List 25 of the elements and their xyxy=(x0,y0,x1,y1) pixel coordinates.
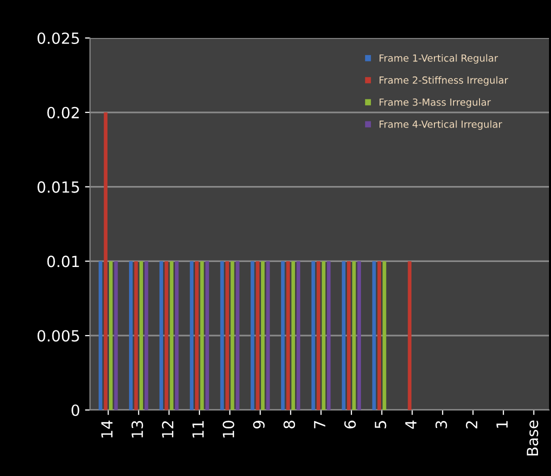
x-tick-label: 8 xyxy=(284,420,296,428)
x-tick-label: 12 xyxy=(162,421,174,438)
legend-label: Frame 2-Stiffness Irregular xyxy=(380,76,508,86)
x-tick-label: 2 xyxy=(466,421,478,428)
x-tick-label: 13 xyxy=(132,420,144,438)
legend-label: Frame 3-Mass Irregular xyxy=(380,98,491,108)
x-tick-label: 14 xyxy=(101,420,112,438)
x-tick-label: 5 xyxy=(374,421,386,428)
y-tick-label: 0.005 xyxy=(38,330,79,342)
x-tick-label: 9 xyxy=(253,420,265,428)
y-tick-label: 0.025 xyxy=(38,32,79,44)
y-tick-label: 0.015 xyxy=(38,181,79,193)
x-tick-label: 1 xyxy=(496,421,508,428)
legend-label: Frame 1-Vertical Regular xyxy=(380,54,498,64)
x-tick-label: 3 xyxy=(435,420,448,428)
y-tick-label: 0 xyxy=(72,404,80,416)
legend-label: Frame 4-Vertical Irregular xyxy=(380,120,502,130)
y-tick-label: 0.01 xyxy=(47,256,79,268)
y-tick-label: 0.02 xyxy=(47,106,79,118)
x-tick-label: Base xyxy=(526,420,538,456)
x-tick-label: 4 xyxy=(405,420,416,429)
x-tick-label: 11 xyxy=(192,421,204,438)
x-tick-label: 7 xyxy=(314,421,326,428)
x-tick-label: 6 xyxy=(344,420,356,428)
x-tick-label: 10 xyxy=(222,420,234,438)
